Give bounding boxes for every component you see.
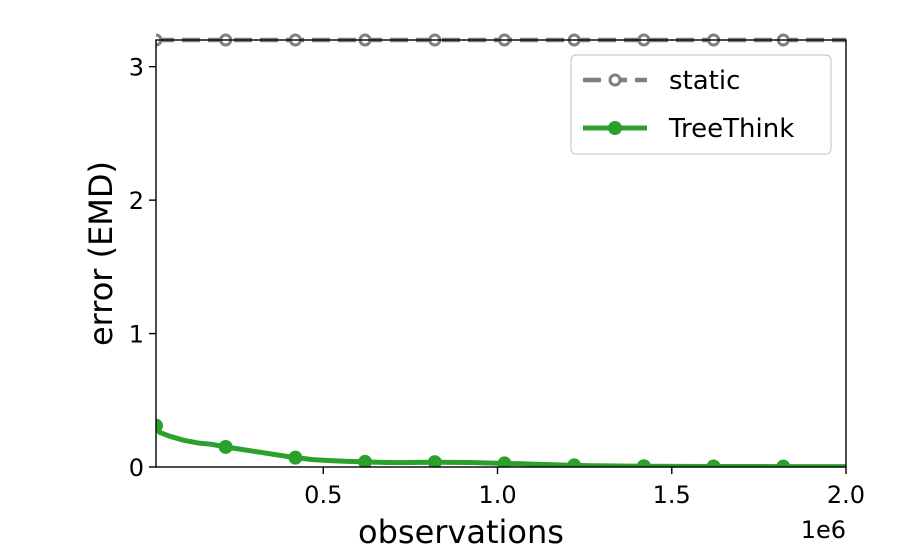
data-point [288, 450, 303, 465]
y-tick-label: 0 [129, 454, 144, 482]
data-point [358, 454, 373, 467]
plot-frame [155, 39, 847, 468]
data-point [636, 459, 651, 467]
legend-marker [608, 121, 622, 135]
x-tick-label: 1.0 [478, 481, 516, 509]
legend-item-treethink: TreeThink [583, 114, 794, 144]
data-point [427, 455, 442, 467]
x-axis-ticks: 0.5 1.0 1.5 2.0 [304, 467, 865, 509]
x-tick-label: 1.5 [653, 481, 691, 509]
x-tick-label: 2.0 [827, 481, 865, 509]
legend-label: static [669, 66, 740, 96]
series-treethink [156, 418, 846, 467]
y-tick-label: 2 [129, 187, 144, 215]
data-point [497, 456, 512, 467]
legend-label: TreeThink [668, 114, 794, 144]
y-tick-label: 3 [129, 54, 144, 82]
data-point [156, 418, 163, 433]
data-point [567, 458, 582, 467]
data-point [218, 439, 233, 454]
x-axis-label: observations [358, 513, 564, 551]
y-axis-label: error (EMD) [82, 161, 120, 346]
x-axis-offset-label: 1e6 [801, 516, 846, 544]
legend: static TreeThink [570, 54, 832, 155]
y-axis-ticks: 0 1 2 3 [129, 54, 156, 482]
legend-marker [608, 73, 622, 87]
legend-item-static: static [583, 66, 740, 96]
x-tick-label: 0.5 [304, 481, 342, 509]
y-tick-label: 1 [129, 321, 144, 349]
